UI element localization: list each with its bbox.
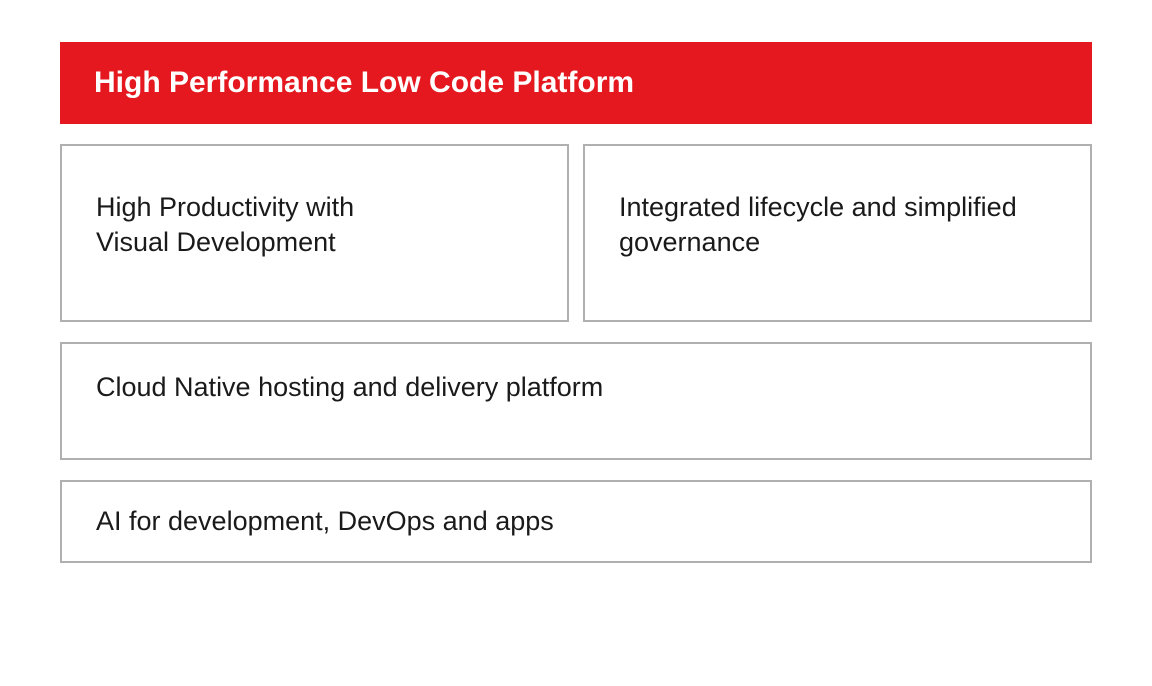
header-title: High Performance Low Code Platform bbox=[94, 66, 634, 99]
top-row: High Productivity withVisual Development… bbox=[60, 144, 1092, 322]
box-top-left-text: High Productivity withVisual Development bbox=[96, 190, 354, 260]
box-middle: Cloud Native hosting and delivery platfo… bbox=[60, 342, 1092, 460]
box-middle-text: Cloud Native hosting and delivery platfo… bbox=[96, 370, 603, 405]
box-bottom: AI for development, DevOps and apps bbox=[60, 480, 1092, 563]
diagram-header: High Performance Low Code Platform bbox=[60, 42, 1092, 124]
box-bottom-text: AI for development, DevOps and apps bbox=[96, 504, 554, 539]
box-top-left: High Productivity withVisual Development bbox=[60, 144, 569, 322]
box-top-right: Integrated lifecycle and simplified gove… bbox=[583, 144, 1092, 322]
diagram-container: High Performance Low Code Platform High … bbox=[60, 42, 1092, 563]
box-top-right-text: Integrated lifecycle and simplified gove… bbox=[619, 190, 1056, 260]
